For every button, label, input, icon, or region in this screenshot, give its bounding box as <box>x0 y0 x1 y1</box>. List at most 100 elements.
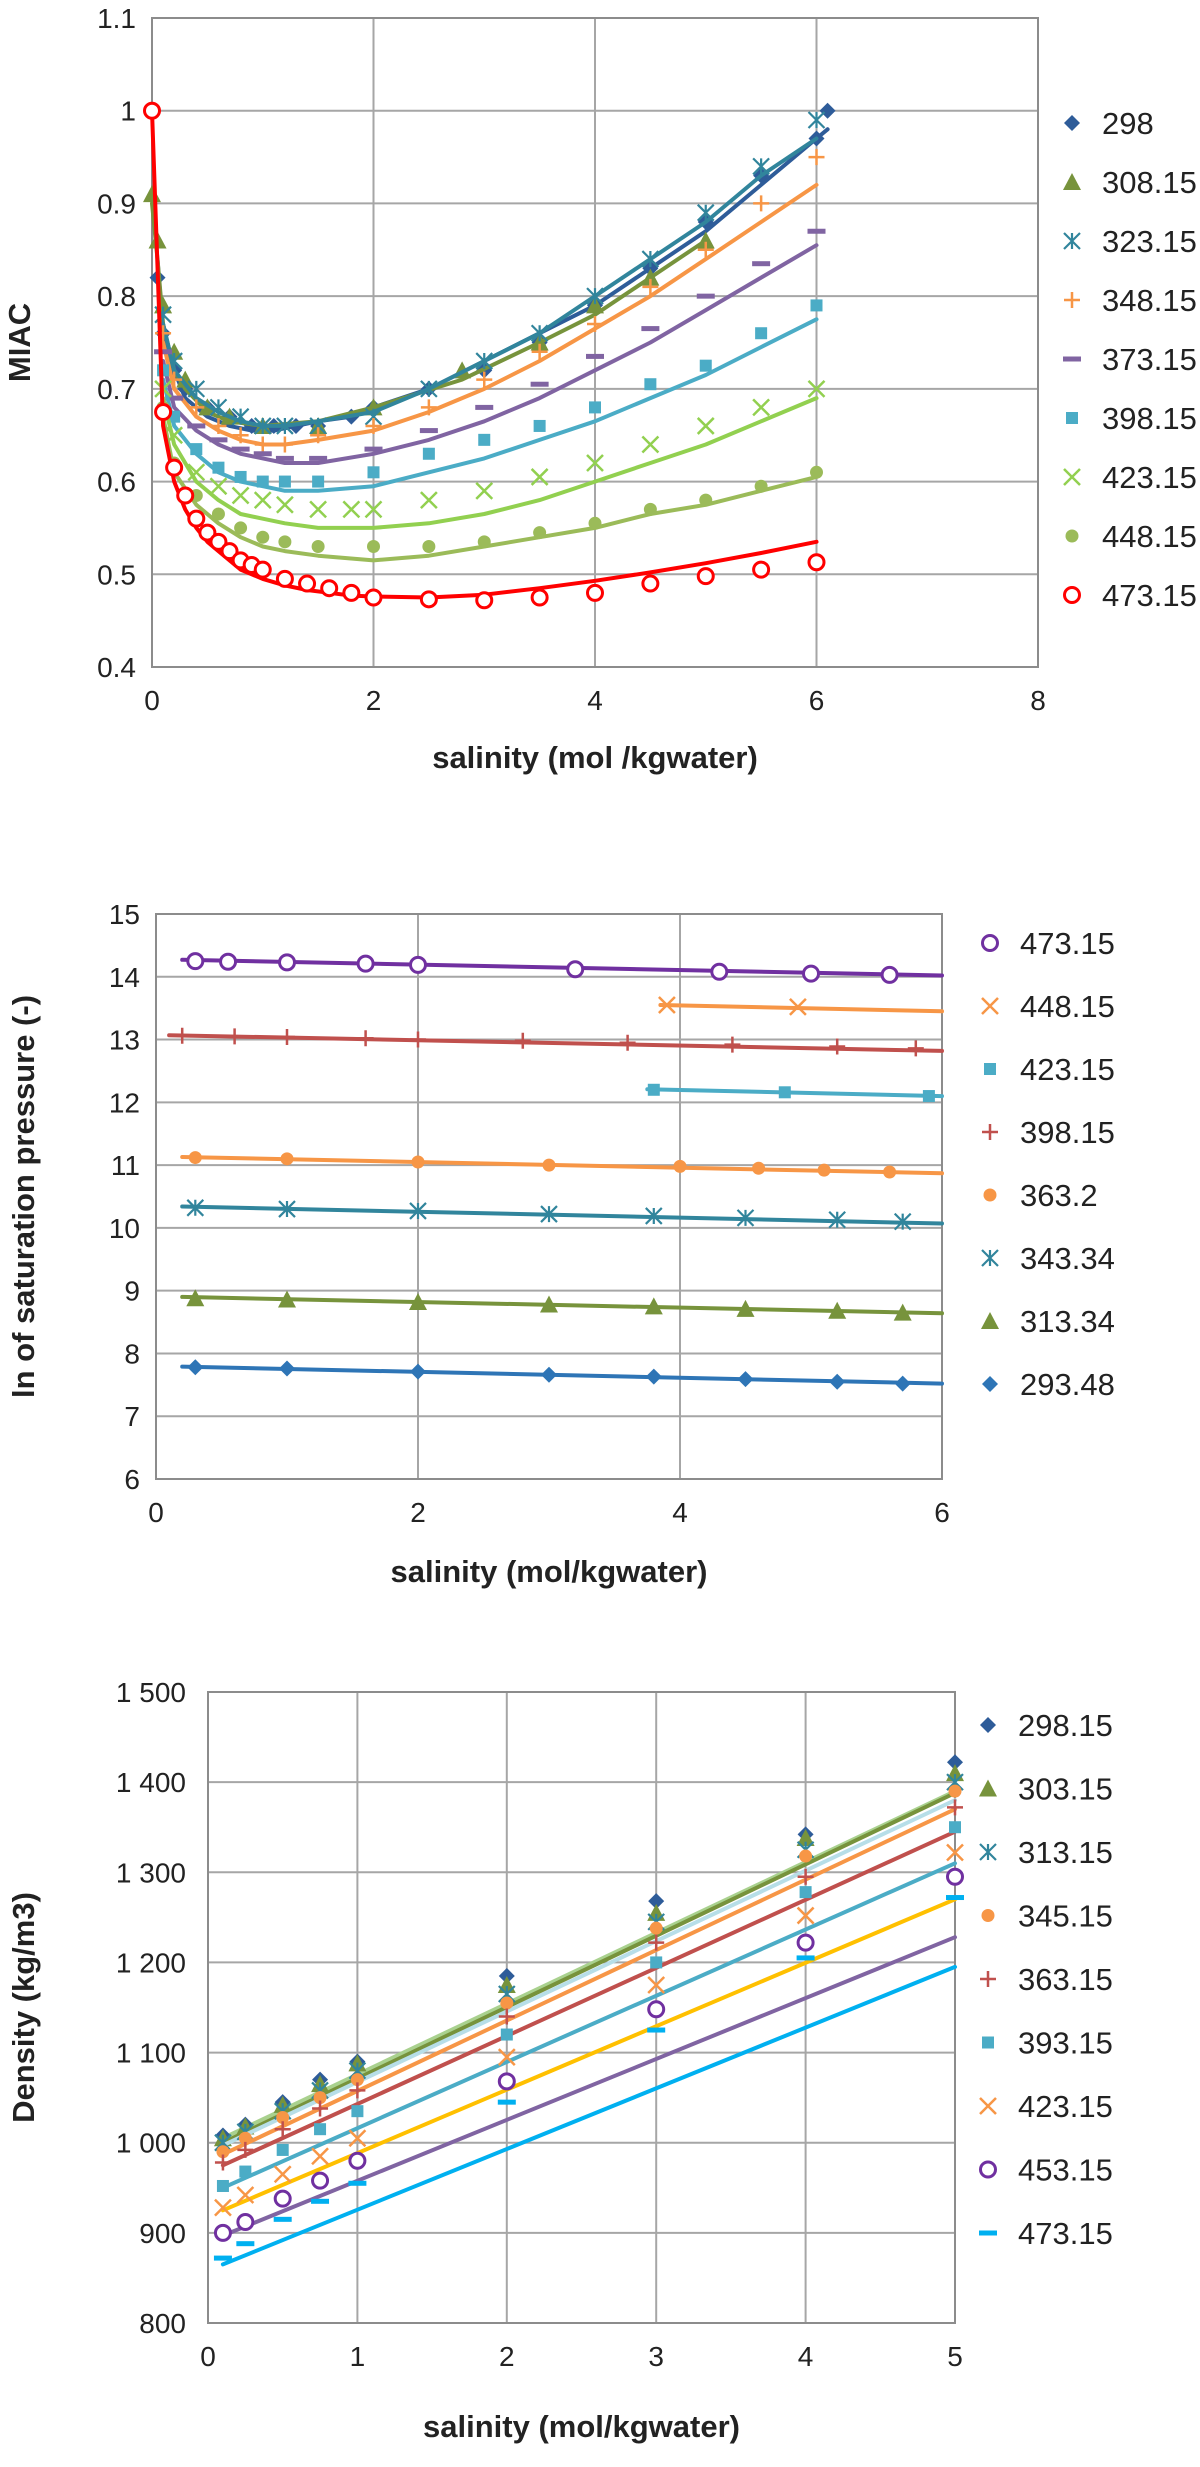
data-point <box>530 468 549 486</box>
data-point <box>409 955 427 974</box>
data-point <box>273 2165 292 2184</box>
series-398.15 <box>167 1027 944 1057</box>
legend-label: 393.15 <box>1018 2026 1113 2061</box>
data-point <box>209 477 228 496</box>
y-tick-label: 15 <box>109 899 140 930</box>
fit-line <box>220 1829 957 2168</box>
data-point <box>696 567 715 586</box>
data-point <box>216 2179 229 2192</box>
data-point <box>253 491 272 509</box>
legend-marker <box>979 2230 997 2236</box>
data-point <box>209 532 228 551</box>
data-point <box>253 560 272 579</box>
x-tick-label: 1 <box>350 2341 366 2372</box>
y-tick-label: 7 <box>124 1401 140 1432</box>
data-point <box>231 486 250 505</box>
y-tick-label: 1 000 <box>116 2128 186 2159</box>
legend-entry: 453.15 <box>979 2153 1113 2188</box>
data-point <box>647 2000 666 2019</box>
data-point <box>311 2171 330 2190</box>
y-tick-label: 9 <box>124 1276 140 1307</box>
data-point <box>650 1956 663 1969</box>
data-point <box>219 952 238 971</box>
legend-label: 423.15 <box>1018 2089 1113 2124</box>
data-point <box>807 228 826 234</box>
data-point <box>278 953 296 972</box>
legend-label: 345.15 <box>1018 1899 1113 1934</box>
y-tick-label: 0.5 <box>97 559 136 590</box>
data-point <box>276 417 294 435</box>
data-point <box>641 574 660 593</box>
data-point <box>256 530 270 544</box>
data-point <box>351 2105 364 2118</box>
legend-label: 313.15 <box>1018 1835 1113 1870</box>
data-point <box>648 1934 665 1951</box>
y-tick-label: 12 <box>109 1087 140 1118</box>
data-point <box>350 2073 364 2087</box>
series-423.15 <box>154 379 826 530</box>
data-point <box>647 1083 660 1096</box>
legend-entry: 473.15 <box>979 2216 1113 2251</box>
x-tick-label: 6 <box>809 685 825 716</box>
data-point <box>348 2151 367 2170</box>
data-point <box>645 1207 663 1225</box>
legend-entry: 298.15 <box>980 1708 1113 1743</box>
data-point <box>752 1161 766 1175</box>
data-point <box>276 495 294 514</box>
series-473.15 <box>213 1895 964 2267</box>
series-423.15 <box>214 1843 964 2217</box>
legend-entry: 313.34 <box>981 1304 1115 1339</box>
data-point <box>645 1368 662 1385</box>
series-473.15 <box>143 101 826 610</box>
data-point <box>619 1034 636 1051</box>
data-point <box>641 250 660 268</box>
x-tick-label: 4 <box>672 1497 688 1528</box>
data-point <box>797 1868 814 1885</box>
plot-frame <box>155 913 943 1480</box>
data-point <box>752 560 771 579</box>
data-point <box>673 1159 687 1173</box>
x-tick-label: 4 <box>587 685 603 716</box>
series-363.2 <box>180 1151 944 1179</box>
data-point <box>752 157 770 176</box>
data-point <box>540 1205 558 1223</box>
data-point <box>587 315 603 332</box>
data-point <box>309 500 328 519</box>
data-point <box>497 2072 516 2091</box>
data-point <box>947 1799 963 1816</box>
x-axis-title: salinity (mol /kgwater) <box>432 740 758 775</box>
data-point <box>586 287 604 305</box>
plot-frame <box>151 17 1039 668</box>
fit-line <box>180 1294 944 1316</box>
fit-line <box>220 1807 957 2157</box>
data-point <box>214 2198 232 2217</box>
data-point <box>210 417 227 434</box>
data-point <box>789 998 807 1016</box>
data-point <box>475 404 494 410</box>
x-axis-title: salinity (mol/kgwater) <box>391 1554 708 1589</box>
data-point <box>422 539 436 553</box>
data-point <box>500 1996 514 2010</box>
legend-entry: 423.15 <box>979 2089 1113 2124</box>
data-point <box>367 539 380 553</box>
legend-label: 473.15 <box>1102 578 1197 613</box>
data-point <box>238 2131 252 2145</box>
data-point <box>566 960 585 979</box>
data-point <box>349 2082 366 2099</box>
data-point <box>211 507 225 521</box>
data-point <box>275 455 294 461</box>
data-point <box>696 417 715 435</box>
data-point <box>187 463 206 482</box>
data-point <box>410 1031 426 1048</box>
y-tick-label: 0.8 <box>97 281 136 312</box>
x-tick-label: 8 <box>1030 685 1046 716</box>
data-point <box>186 952 205 971</box>
data-point <box>274 2121 291 2138</box>
data-point <box>276 436 293 453</box>
fit-line <box>161 414 819 563</box>
data-point <box>531 343 548 360</box>
legend-marker <box>1066 412 1078 424</box>
data-point <box>530 324 549 343</box>
data-point <box>641 326 660 332</box>
data-point <box>280 1152 294 1166</box>
